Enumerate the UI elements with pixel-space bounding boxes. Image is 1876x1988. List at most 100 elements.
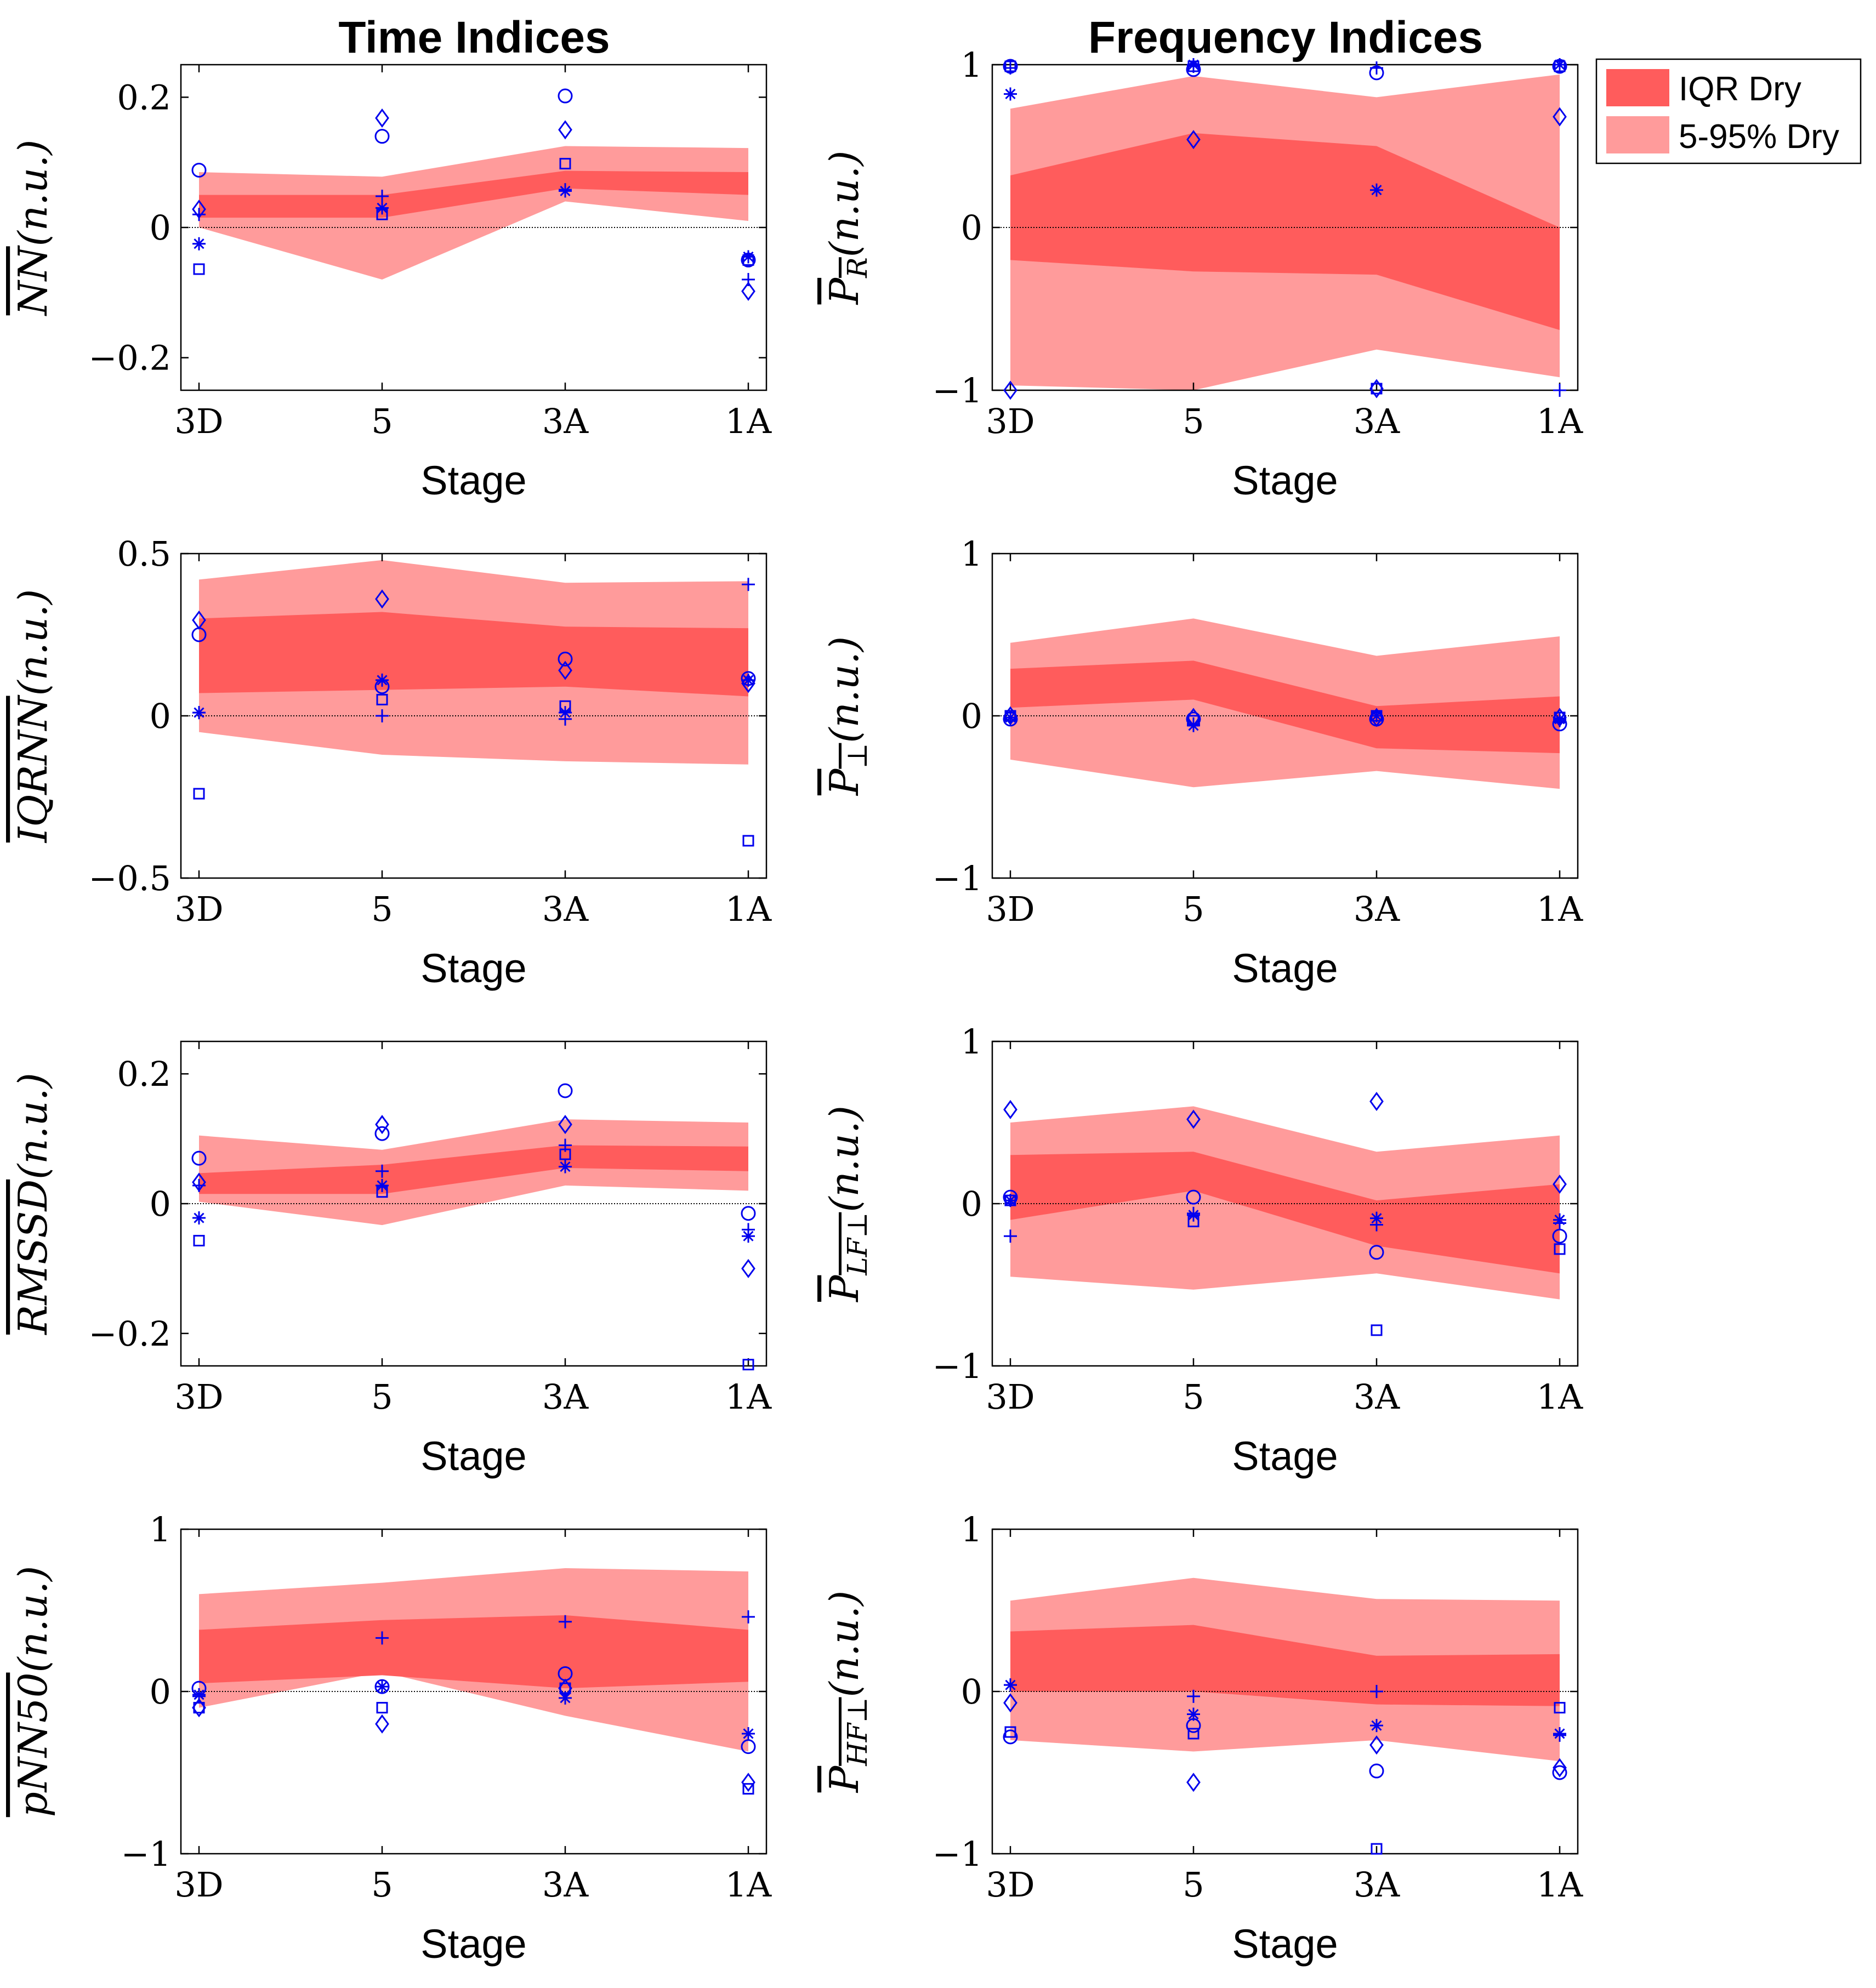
xtick-label-3-2: 3A: [1354, 889, 1400, 929]
marker-square-1-2: [1371, 383, 1383, 395]
ylabel-base-0: NN: [10, 244, 56, 316]
xtick-label-4-3: 1A: [725, 1377, 772, 1417]
ytick-label-5-0: −1: [933, 1346, 982, 1386]
ylabel-sub-3: ⊥: [842, 743, 873, 769]
marker-square-2-3: [742, 835, 754, 847]
ylabel-3: P⊥(n.u.): [821, 636, 873, 796]
marker-plus-0-3: [742, 273, 755, 287]
marker-square-4-0: [193, 1234, 205, 1246]
ylabel-6: pNN50(n.u.): [10, 1566, 56, 1817]
marker-square-4-3: [742, 1359, 754, 1371]
ylabel-base-7: P: [821, 1765, 867, 1793]
xlabel-3: Stage: [1232, 945, 1338, 991]
marker-plus-6-3: [742, 1610, 755, 1624]
xtick-label-0-2: 3A: [542, 401, 589, 441]
marker-plus-1-2: [1370, 61, 1383, 75]
xtick-label-3-1: 5: [1183, 889, 1204, 929]
xlabel-6: Stage: [420, 1921, 526, 1967]
ytick-label-6-1: 0: [150, 1672, 171, 1712]
ylabel-suffix-4: (n.u.): [10, 1073, 56, 1180]
panel-6: −1 0 1 3D 5 3A 1A Stage pNN50(n.u.): [10, 1509, 772, 1967]
ytick-label-2-2: 0.5: [117, 534, 171, 574]
marker-plus-1-3: [1553, 384, 1566, 397]
marker-plus-3-1: [1187, 717, 1200, 731]
marker-square-2-0: [193, 788, 205, 800]
legend-label-595: 5-95% Dry: [1679, 118, 1839, 156]
marker-asterisk-0-1: [376, 201, 389, 215]
ytick-label-4-0: −0.2: [88, 1314, 171, 1354]
xtick-label-5-2: 3A: [1354, 1377, 1400, 1417]
col-title-time: Time Indices: [338, 13, 610, 62]
marker-circle-5-2: [1369, 1245, 1384, 1260]
marker-plus-2-3: [742, 578, 755, 591]
ylabel-base-1: P: [821, 277, 867, 305]
marker-diamond-0-2: [558, 120, 572, 140]
marker-circle-2-2: [558, 651, 573, 667]
marker-asterisk-6-2: [559, 1691, 572, 1705]
marker-plus-4-1: [376, 1164, 389, 1178]
marker-diamond-6-3: [741, 1773, 755, 1792]
marker-circle-4-2: [558, 1083, 573, 1098]
marker-diamond-4-3: [741, 1258, 755, 1278]
band-iqr-7: [1010, 1625, 1560, 1706]
marker-asterisk-5-0: [1004, 1194, 1017, 1207]
marker-asterisk-1-2: [1370, 183, 1383, 197]
panel-2: −0.5 0 0.5 3D 5 3A 1A Stage IQRNN(n.u.): [10, 534, 772, 991]
marker-plus-2-1: [376, 709, 389, 722]
xtick-label-6-1: 5: [371, 1865, 393, 1905]
ytick-label-2-0: −0.5: [88, 858, 171, 898]
marker-asterisk-4-1: [376, 1178, 389, 1192]
marker-square-0-2: [559, 158, 571, 170]
ytick-label-0-2: 0.2: [117, 77, 171, 117]
xtick-label-5-3: 1A: [1537, 1377, 1583, 1417]
ylabel-base-3: P: [821, 768, 867, 796]
ylabel-suffix-7: (n.u.): [821, 1591, 867, 1698]
marker-circle-5-1: [1186, 1189, 1201, 1205]
band-iqr-3: [1010, 660, 1560, 754]
legend: IQR Dry 5-95% Dry: [1595, 58, 1862, 164]
marker-plus-2-2: [559, 712, 572, 726]
marker-diamond-1-2: [1369, 379, 1384, 398]
ylabel-2: IQRNN(n.u.): [10, 589, 56, 844]
marker-diamond-2-0: [192, 610, 206, 630]
marker-diamond-2-1: [375, 589, 389, 609]
marker-plus-7-0: [1004, 1678, 1017, 1692]
ytick-label-1-0: −1: [933, 371, 982, 411]
marker-asterisk-0-3: [742, 250, 755, 264]
ytick-label-3-1: 0: [961, 696, 982, 736]
xlabel-0: Stage: [420, 458, 526, 503]
marker-square-7-1: [1187, 1728, 1199, 1740]
legend-swatch-595: [1606, 116, 1669, 153]
ylabel-suffix-2: (n.u.): [10, 589, 56, 696]
marker-circle-7-0: [1003, 1729, 1018, 1745]
marker-plus-5-3: [1553, 1216, 1566, 1230]
marker-circle-7-3: [1552, 1765, 1567, 1780]
marker-plus-1-1: [1187, 59, 1200, 73]
ytick-label-6-2: 1: [150, 1509, 171, 1550]
band-iqr-2: [199, 612, 748, 697]
marker-diamond-5-1: [1186, 1109, 1201, 1129]
xtick-label-2-3: 1A: [725, 889, 772, 929]
xtick-label-4-2: 3A: [542, 1377, 589, 1417]
marker-diamond-5-0: [1003, 1100, 1017, 1119]
marker-square-2-1: [376, 693, 388, 705]
ylabel-sub-1: R: [842, 257, 873, 278]
ylabel-suffix-3: (n.u.): [821, 636, 867, 743]
ylabel-7: PHF⊥(n.u.): [821, 1591, 873, 1793]
marker-plus-1-0: [1004, 61, 1017, 75]
xlabel-7: Stage: [1232, 1921, 1338, 1967]
ytick-label-3-2: 1: [961, 534, 982, 574]
ylabel-suffix-1: (n.u.): [821, 151, 867, 258]
marker-diamond-7-3: [1553, 1758, 1567, 1778]
marker-plus-4-2: [559, 1138, 572, 1152]
marker-circle-4-1: [374, 1126, 390, 1141]
ylabel-base-5: P: [821, 1274, 867, 1303]
ytick-label-7-1: 0: [961, 1672, 982, 1712]
marker-plus-7-1: [1187, 1689, 1200, 1703]
ytick-label-1-1: 0: [961, 208, 982, 248]
legend-swatch-iqr: [1606, 69, 1669, 106]
marker-plus-6-2: [559, 1615, 572, 1628]
ylabel-base-4: RMSSD: [10, 1180, 56, 1336]
marker-square-0-0: [193, 263, 205, 275]
